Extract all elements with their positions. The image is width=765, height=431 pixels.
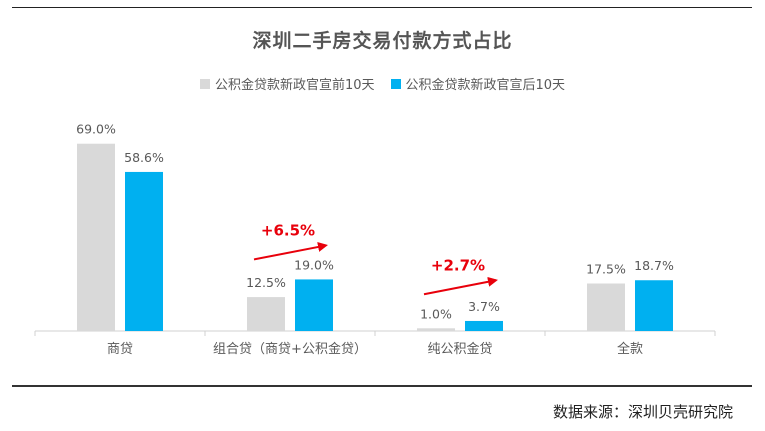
bar-after <box>295 279 333 331</box>
bar-after <box>465 320 503 331</box>
data-label: 3.7% <box>468 299 500 314</box>
source-note: 数据来源：深圳贝壳研究院 <box>552 403 733 421</box>
bar-before <box>587 283 625 331</box>
data-label: 69.0% <box>76 122 116 137</box>
bar-chart: 商贷 69.0% 58.6% 组合贷（商贷+公积金贷） 12.5% 19.0% 纯公积金贷 1… <box>34 122 716 357</box>
bar-before <box>247 297 285 331</box>
data-label: 58.6% <box>124 150 164 165</box>
legend-swatch-after <box>390 78 401 89</box>
change-annotation: +2.7% <box>431 256 485 274</box>
bar-before <box>417 328 455 331</box>
legend-label-before: 公积金贷款新政官宣前10天 <box>214 78 375 93</box>
bar-after <box>125 171 163 331</box>
legend-label-after: 公积金贷款新政官宣后10天 <box>405 78 566 93</box>
data-label: 18.7% <box>634 258 674 273</box>
legend-item-before: 公积金贷款新政官宣前10天 <box>199 74 375 93</box>
change-annotation: +6.5% <box>261 221 315 239</box>
x-tick-label: 全款 <box>617 341 643 357</box>
change-arrow <box>423 276 498 296</box>
x-tick-label: 纯公积金贷 <box>427 341 492 357</box>
x-tick-label: 商贷 <box>107 342 133 357</box>
legend: 公积金贷款新政官宣前10天 公积金贷款新政官宣后10天 <box>0 74 765 93</box>
legend-item-after: 公积金贷款新政官宣后10天 <box>390 74 566 93</box>
data-label: 12.5% <box>246 275 286 290</box>
bar-before <box>77 143 115 331</box>
legend-swatch-before <box>199 78 210 89</box>
bar-after <box>635 280 673 331</box>
x-tick-label: 组合贷（商贷+公积金贷） <box>213 341 367 357</box>
data-label: 19.0% <box>294 257 334 272</box>
data-label: 1.0% <box>420 306 452 321</box>
chart-title: 深圳二手房交易付款方式占比 <box>252 30 513 52</box>
change-arrow <box>253 242 328 261</box>
top-rule <box>12 7 752 8</box>
bottom-rule <box>12 385 752 387</box>
data-label: 17.5% <box>586 262 626 277</box>
